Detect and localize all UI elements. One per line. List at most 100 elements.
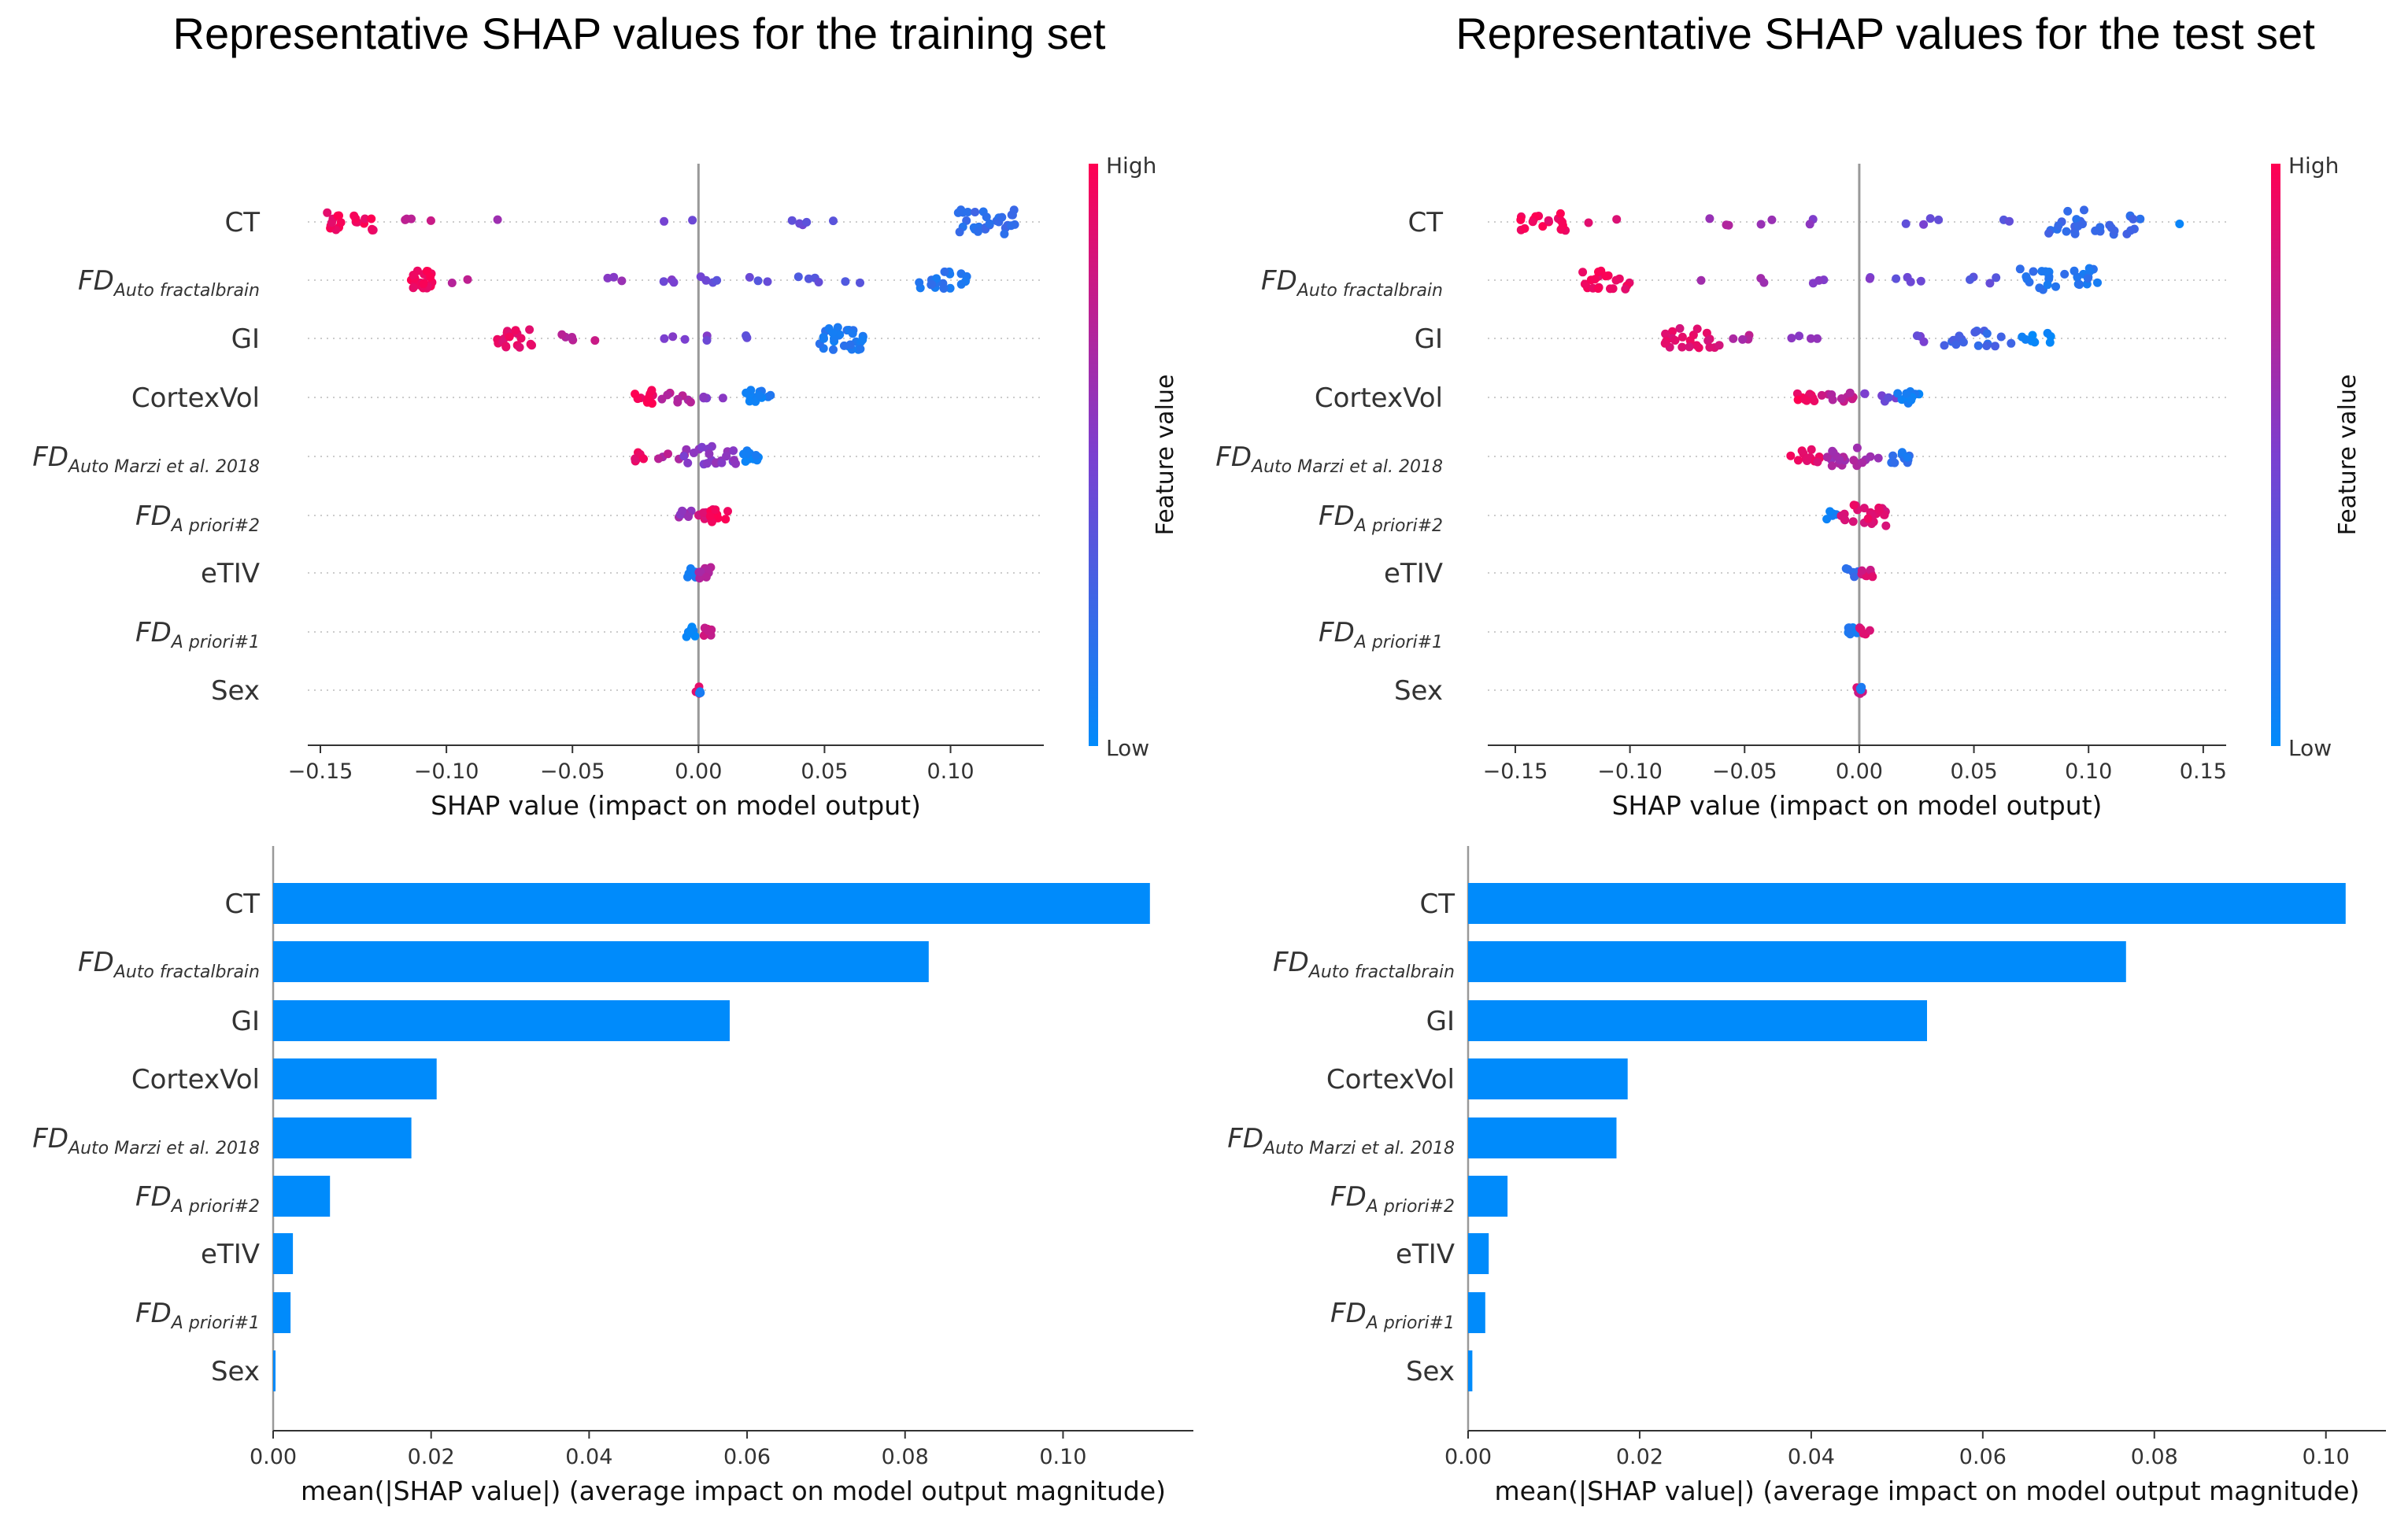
x-tick-label: 0.06 — [723, 1445, 771, 1469]
shap-point — [2054, 221, 2063, 231]
x-tick-label: 0.04 — [1788, 1445, 1835, 1469]
shap-point — [856, 278, 864, 287]
feature-label: FDAuto Marzi et al. 2018 — [1227, 1123, 1455, 1158]
shap-point — [927, 279, 936, 289]
colorbar-gradient — [2271, 164, 2280, 746]
shap-point — [2063, 206, 2073, 216]
x-tick-label: 0.04 — [565, 1445, 612, 1469]
x-tick-label: 0.15 — [2180, 759, 2227, 784]
feature-label: FDAuto fractalbrain — [1261, 265, 1443, 301]
shap-point — [2070, 266, 2079, 275]
shap-point — [1848, 517, 1858, 526]
shap-point — [1596, 266, 1606, 275]
shap-point — [668, 332, 678, 342]
feature-label: CT — [1419, 888, 1455, 920]
shap-point — [1827, 461, 1837, 471]
shap-point — [1850, 572, 1859, 582]
shap-point — [678, 506, 687, 515]
x-tick-label: 0.05 — [1951, 759, 1998, 784]
feature-label: GI — [231, 1006, 260, 1037]
shap-point — [1807, 445, 1816, 454]
mean-shap-bar — [1468, 883, 2346, 924]
shap-point — [1756, 220, 1766, 229]
shap-point — [1516, 215, 1526, 224]
feature-label: FDA priori#1 — [135, 617, 260, 652]
shap-point — [685, 628, 694, 637]
shap-point — [684, 512, 693, 521]
colorbar-low-label: Low — [2288, 735, 2332, 761]
shap-point — [1857, 566, 1866, 575]
shap-point — [1837, 394, 1846, 403]
feature-label: eTIV — [1396, 1239, 1455, 1270]
mean-shap-bar — [273, 883, 1150, 924]
shap-point — [955, 227, 964, 237]
shap-point — [1888, 451, 1898, 460]
shap-point — [1805, 220, 1814, 229]
shap-point — [590, 336, 600, 345]
mean-shap-bar — [1468, 1292, 1485, 1333]
feature-label: FDA priori#2 — [135, 1181, 260, 1217]
shap-point — [745, 272, 754, 282]
x-axis-title: mean(|SHAP value|) (average impact on mo… — [1495, 1476, 2360, 1506]
shap-point — [1703, 336, 1713, 345]
feature-label: CortexVol — [1315, 382, 1443, 414]
shap-point — [1759, 278, 1769, 287]
feature-label: GI — [1415, 323, 1443, 355]
shap-point — [525, 325, 534, 334]
shap-point — [711, 505, 720, 515]
shap-point — [669, 278, 679, 287]
shap-point — [841, 277, 850, 286]
feature-label: FDAuto Marzi et al. 2018 — [32, 441, 260, 477]
colorbar-high-label: High — [1106, 153, 1156, 179]
shap-point — [751, 397, 760, 406]
shap-point — [1817, 390, 1826, 400]
x-tick-label: −0.10 — [414, 759, 479, 784]
shap-point — [1538, 222, 1548, 231]
shap-point — [2075, 280, 2084, 290]
shap-point — [1611, 275, 1621, 285]
shap-point — [659, 277, 668, 286]
shap-point — [722, 452, 731, 461]
mean-shap-bar — [1468, 1000, 1927, 1041]
shap-point — [1558, 217, 1567, 227]
shap-point — [828, 328, 838, 338]
shap-point — [833, 323, 842, 332]
feature-label: Sex — [1394, 675, 1443, 707]
shap-point — [940, 267, 949, 276]
shap-point — [2043, 328, 2052, 338]
shap-point — [702, 459, 712, 468]
shap-point — [2021, 334, 2030, 344]
mean-shap-bar — [1468, 1058, 1628, 1099]
shap-point — [1813, 457, 1822, 467]
shap-point — [516, 334, 526, 343]
feature-label: eTIV — [1384, 558, 1443, 589]
x-tick-label: 0.06 — [1959, 1445, 2007, 1469]
shap-point — [2005, 216, 2014, 226]
shap-point — [409, 283, 418, 293]
shap-point — [1009, 205, 1019, 215]
shap-point — [1803, 454, 1812, 464]
shap-point — [1670, 336, 1680, 345]
mean-shap-bar — [273, 941, 929, 982]
shap-point — [717, 458, 727, 467]
shap-point — [1593, 284, 1603, 294]
shap-point — [1874, 453, 1883, 463]
shap-point — [963, 208, 972, 216]
shap-point — [447, 279, 457, 287]
shap-point — [1714, 341, 1724, 350]
shap-point — [2110, 226, 2119, 235]
feature-label: CortexVol — [1326, 1064, 1455, 1095]
shap-point — [712, 275, 722, 285]
shap-point — [699, 508, 708, 517]
shap-point — [1668, 327, 1677, 336]
mean-shap-bar — [273, 1350, 276, 1391]
shap-point — [956, 279, 966, 289]
shap-point — [689, 449, 698, 457]
shap-point — [660, 216, 669, 226]
shap-point — [1903, 453, 1912, 462]
shap-point — [915, 278, 924, 287]
shap-point — [1881, 521, 1891, 530]
feature-label: Sex — [1406, 1356, 1455, 1387]
shap-point — [1580, 279, 1589, 289]
feature-label: GI — [231, 323, 260, 355]
